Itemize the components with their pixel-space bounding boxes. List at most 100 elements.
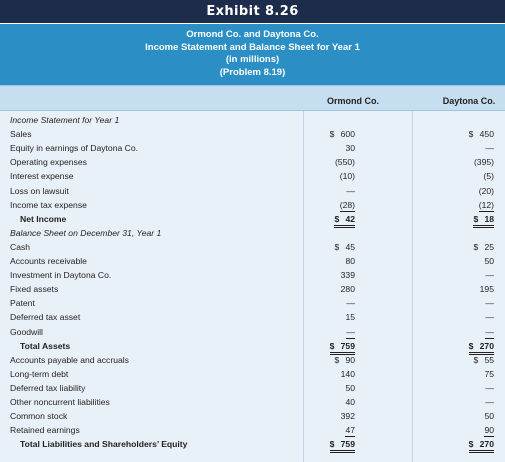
cell-value: —: [485, 397, 494, 407]
daytona-value: —: [485, 142, 494, 154]
daytona-value: 195: [480, 283, 494, 295]
cell-value: 50: [345, 382, 355, 393]
daytona-value: —: [485, 311, 494, 323]
ormond-value: 40: [345, 396, 355, 408]
currency-symbol: $: [473, 241, 479, 252]
cell-value: 140: [340, 368, 355, 379]
currency-symbol: $: [334, 241, 340, 252]
currency-symbol: $: [334, 354, 340, 365]
table-row: Patent — —: [0, 297, 505, 309]
row-label: Goodwill: [10, 326, 43, 337]
currency-symbol: $: [473, 354, 479, 365]
cell-value: (5): [483, 171, 494, 182]
table-row: Accounts receivable 80 50: [0, 255, 505, 267]
ormond-value: $759: [329, 340, 355, 355]
cell-value: 600: [340, 129, 355, 140]
row-label: Fixed assets: [10, 284, 59, 295]
ormond-value: 80: [345, 255, 355, 267]
table-row: Investment in Daytona Co. 339 —: [0, 269, 505, 281]
daytona-value: $450: [469, 128, 494, 140]
cell-value: 90: [484, 425, 494, 436]
daytona-value: (20): [479, 185, 494, 197]
cell-value: (28): [339, 199, 355, 210]
cell-value: 47: [345, 425, 355, 436]
ormond-value: $90: [334, 354, 355, 366]
cell-value: 50: [484, 256, 494, 266]
table-row: Retained earnings 47 90: [0, 424, 505, 438]
row-label: Investment in Daytona Co.: [10, 270, 112, 281]
table-row: Deferred tax asset 15 —: [0, 311, 505, 323]
column-header-band: Ormond Co. Daytona Co.: [0, 85, 505, 111]
cell-value: 15: [345, 312, 355, 323]
daytona-value: $18: [473, 213, 494, 228]
total-row: Total Assets $759 $270: [0, 340, 505, 355]
row-label: Balance Sheet on December 31, Year 1: [10, 227, 162, 238]
ormond-value: 392: [341, 410, 355, 422]
ormond-value: 15: [345, 311, 355, 323]
ormond-value: $759: [329, 438, 355, 454]
ormond-value: 30: [345, 142, 355, 154]
daytona-value: (395): [474, 156, 494, 168]
table-row: Deferred tax liability 50 —: [0, 382, 505, 394]
cell-value: 30: [345, 143, 355, 154]
cell-value: 90: [345, 354, 355, 365]
daytona-value: —: [485, 382, 494, 394]
row-label: Accounts receivable: [10, 256, 87, 266]
ormond-value: —: [346, 185, 355, 197]
table-row: Cash $45 $25: [0, 241, 505, 253]
cell-value: —: [485, 326, 494, 337]
table-row: Accounts payable and accruals $90 $55: [0, 354, 505, 366]
daytona-value: —: [485, 326, 494, 339]
cell-value: 45: [345, 241, 355, 252]
ormond-value: $42: [334, 213, 355, 228]
cell-value: 195: [479, 284, 494, 295]
row-label: Total Assets: [20, 340, 71, 351]
cell-value: 339: [340, 270, 355, 281]
cell-value: 50: [484, 411, 494, 422]
row-label: Deferred tax liability: [10, 382, 86, 393]
cell-value: (10): [339, 171, 355, 182]
row-label: Loss on lawsuit: [10, 185, 69, 196]
cell-value: 759: [340, 439, 355, 450]
table-row: Interest expense (10) (5): [0, 170, 505, 182]
table-row: Loss on lawsuit — (20): [0, 185, 505, 197]
cell-value: 55: [484, 354, 494, 365]
cell-value: 280: [340, 284, 355, 295]
row-label: Retained earnings: [10, 425, 80, 436]
ormond-value: 140: [341, 368, 355, 380]
row-label: Sales: [10, 129, 32, 140]
cell-value: (550): [334, 157, 355, 168]
row-label: Operating expenses: [10, 157, 87, 168]
row-label: Income Statement for Year 1: [10, 115, 120, 125]
column-divider: [303, 111, 304, 462]
currency-symbol: $: [468, 439, 474, 450]
cell-value: —: [346, 326, 355, 337]
table-row: Long-term debt 140 75: [0, 368, 505, 380]
daytona-value: (5): [483, 170, 494, 182]
table-row: Other noncurrent liabilities 40 —: [0, 396, 505, 408]
table-row: Common stock 392 50: [0, 410, 505, 422]
ormond-value: (28): [339, 199, 355, 212]
daytona-value: $25: [473, 241, 494, 253]
ormond-value: 280: [341, 283, 355, 295]
table-row: Fixed assets 280 195: [0, 283, 505, 295]
title-company: Ormond Co. and Daytona Co.: [186, 29, 319, 40]
statement-table: Income Statement for Year 1 Sales $600 $450…: [0, 111, 505, 462]
cell-value: 25: [484, 241, 494, 252]
ormond-value: (10): [340, 170, 355, 182]
currency-symbol: $: [329, 340, 335, 351]
cell-value: —: [346, 185, 355, 196]
daytona-value: —: [485, 297, 494, 309]
table-row: Operating expenses (550) (395): [0, 156, 505, 168]
title-block: Ormond Co. and Daytona Co. Income Statem…: [0, 24, 505, 85]
ormond-value: 339: [341, 269, 355, 281]
cell-value: (12): [478, 199, 494, 210]
cell-value: (395): [473, 157, 494, 168]
cell-value: —: [485, 270, 494, 281]
exhibit-label: Exhibit 8.26: [0, 0, 505, 24]
daytona-value: $55: [473, 354, 494, 366]
table-row: Income tax expense (28) (12): [0, 199, 505, 212]
ormond-value: —: [346, 297, 355, 309]
row-label: Patent: [10, 298, 35, 309]
ormond-value: —: [346, 326, 355, 339]
